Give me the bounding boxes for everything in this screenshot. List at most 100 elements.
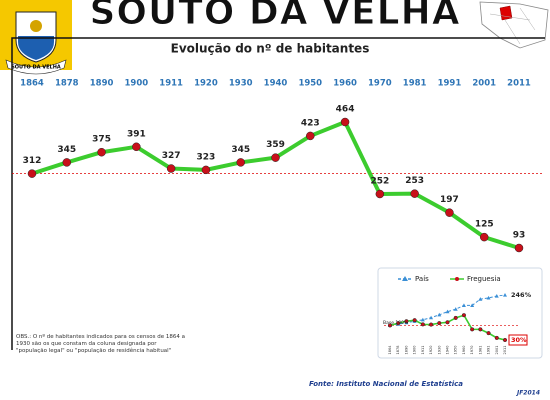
chart-title: SOUTO DA VELHA: [89, 0, 460, 33]
legend-marker: [402, 276, 408, 281]
marker: [62, 158, 72, 167]
marker: [166, 164, 176, 173]
legend-label: Freguesia: [467, 275, 501, 283]
marker: [453, 307, 458, 311]
x-tick-label: 1940: [446, 346, 450, 355]
x-tick-label: 1940: [264, 79, 288, 89]
marker: [429, 322, 434, 327]
x-tick-label: 2001: [472, 79, 496, 89]
data-label: 375: [92, 135, 111, 145]
data-label: 345: [231, 145, 250, 155]
map-borders: [489, 7, 536, 45]
data-label: 252: [370, 177, 389, 187]
emblem-label: SOUTO DA VELHA: [11, 65, 61, 71]
marker: [494, 335, 499, 340]
marker: [410, 189, 419, 198]
data-label: 125: [475, 220, 494, 230]
label-box: [508, 334, 528, 346]
marker: [271, 153, 280, 162]
x-tick-label: 1970: [368, 79, 392, 89]
frame: [11, 37, 545, 350]
data-label: 391: [127, 129, 146, 139]
legend-label: País: [415, 275, 429, 283]
marker: [340, 117, 350, 127]
x-tick-label: 1920: [194, 79, 218, 89]
emblem-ribbon: [5, 59, 67, 75]
data-label: 423: [301, 118, 320, 128]
marker: [479, 232, 489, 242]
marker: [494, 294, 499, 298]
map: [479, 1, 549, 49]
map-highlight: [499, 5, 513, 21]
x-tick-label: 1950: [298, 79, 322, 89]
data-label: 246%: [511, 291, 532, 299]
x-tick-label: 1960: [462, 346, 466, 355]
marker: [453, 315, 458, 320]
marker: [27, 169, 37, 178]
marker: [470, 327, 475, 332]
x-tick-label: 1981: [403, 79, 427, 89]
x-tick-label: 1911: [421, 346, 425, 355]
marker: [396, 321, 401, 326]
marker: [306, 131, 315, 141]
marker: [412, 318, 417, 323]
marker: [503, 293, 507, 297]
source: Fonte: Instituto Nacional de Estatística: [309, 380, 463, 388]
x-tick-label: 1878: [55, 79, 79, 89]
marker: [461, 303, 466, 308]
marker: [429, 315, 434, 320]
x-tick-label: 1960: [333, 79, 357, 89]
data-label: 253: [405, 176, 424, 186]
data-label: 312: [23, 156, 42, 166]
x-tick-label: 1890: [404, 346, 408, 355]
credit: JF2014: [516, 390, 540, 397]
data-label: 197: [440, 195, 459, 205]
legend-marker: [455, 277, 459, 281]
marker: [132, 142, 141, 152]
x-tick-label: 1900: [413, 346, 417, 355]
x-tick-label: 1920: [429, 346, 433, 355]
marker: [445, 320, 450, 325]
marker: [437, 312, 442, 317]
marker: [420, 322, 425, 327]
x-tick-label: 1911: [159, 79, 183, 89]
x-tick-label: 1991: [487, 346, 491, 355]
inset-frame: [377, 267, 543, 359]
x-tick-label: 1991: [438, 79, 462, 89]
marker: [201, 165, 211, 175]
marker: [445, 309, 450, 314]
marker: [375, 189, 385, 199]
data-label: 359: [266, 140, 285, 150]
x-tick-label: 1864: [388, 345, 392, 355]
data-label: 327: [162, 151, 181, 161]
data-label: 30%: [511, 336, 527, 344]
x-tick-label: 2011: [507, 79, 531, 89]
x-tick-label: 1864: [20, 79, 44, 89]
chart-subtitle: Evolução do nº de habitantes: [171, 42, 370, 56]
marker: [502, 337, 508, 343]
x-tick-label: 1900: [125, 79, 149, 89]
annotation: Base 100%: [383, 320, 409, 326]
data-label: 323: [197, 152, 216, 162]
marker: [470, 303, 475, 308]
x-tick-label: 1878: [396, 346, 400, 355]
marker: [514, 243, 524, 253]
line: [389, 294, 506, 326]
marker: [236, 158, 245, 167]
data-label: 93: [513, 231, 526, 241]
emblem-water: [18, 36, 54, 60]
marker: [478, 297, 483, 301]
marker: [486, 295, 491, 300]
x-tick-label: 2001: [495, 346, 499, 355]
emblem-sun: [30, 20, 42, 32]
marker: [97, 147, 106, 157]
marker: [445, 208, 454, 217]
marker: [420, 317, 425, 322]
x-tick-label: 1930: [437, 346, 441, 355]
x-tick-label: 1890: [90, 79, 114, 89]
marker: [387, 323, 393, 328]
x-tick-label: 1930: [229, 79, 253, 89]
x-tick-label: 2011: [503, 346, 507, 355]
